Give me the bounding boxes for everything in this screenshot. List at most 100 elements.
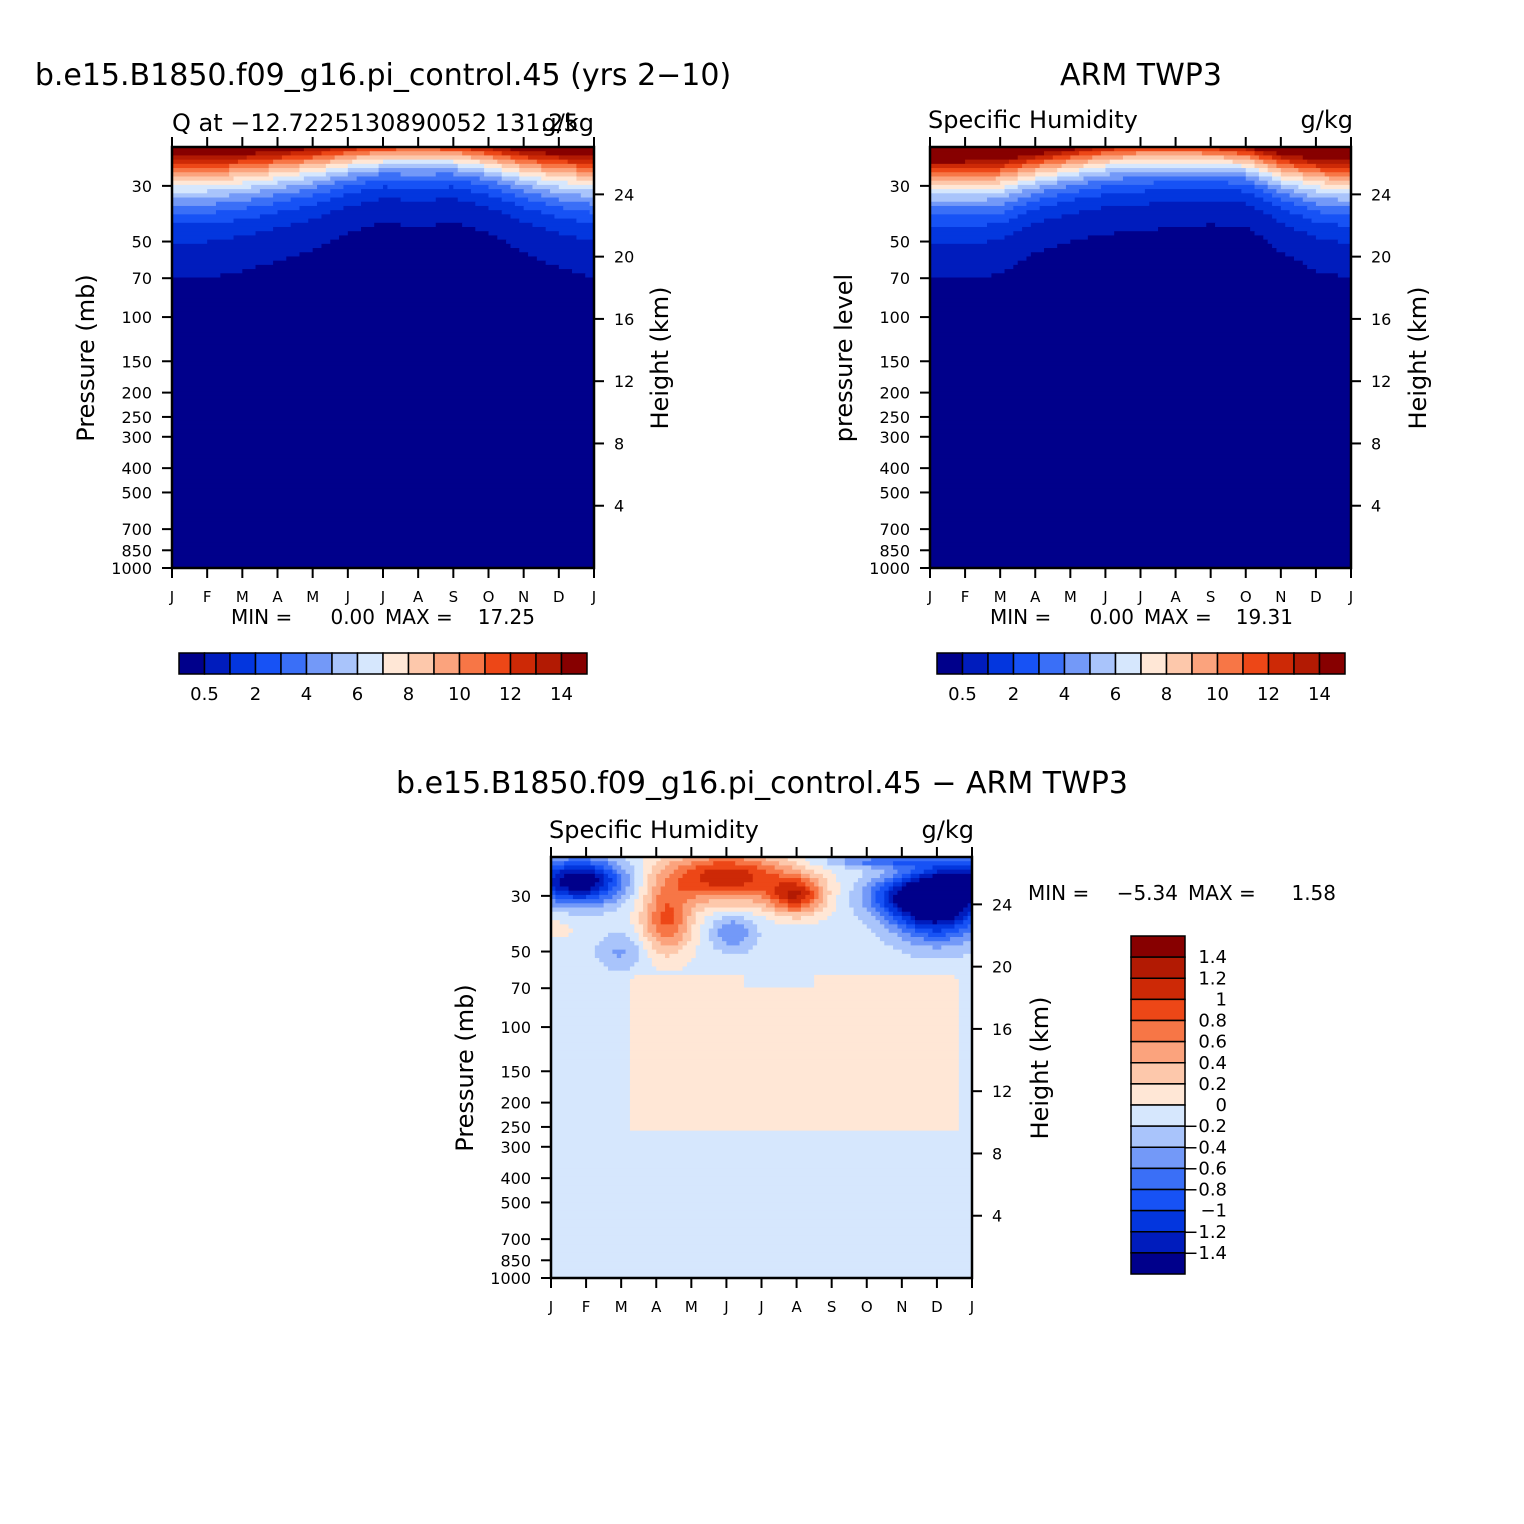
colorbar-label: 1.4	[1198, 947, 1227, 968]
contour-cell	[629, 995, 960, 1001]
contour-cell	[743, 857, 767, 862]
contour-cell	[893, 873, 903, 879]
contour-cell	[660, 911, 675, 917]
contour-cell	[1293, 226, 1351, 232]
contour-cell	[172, 197, 252, 203]
colorbar-swatch	[535, 652, 563, 675]
contour-cell	[796, 894, 806, 900]
contour-cell	[901, 878, 912, 883]
contour-cell	[930, 269, 1006, 274]
contour-cell	[656, 861, 671, 867]
contour-cell	[691, 936, 701, 942]
contour-cell	[629, 1021, 960, 1026]
contour-cell	[958, 1008, 972, 1014]
contour-cell	[958, 1021, 972, 1026]
contour-cell	[551, 1248, 972, 1254]
contour-cell	[656, 882, 666, 888]
contour-cell	[691, 928, 701, 934]
contour-cell	[378, 172, 402, 178]
contour-cell	[1245, 176, 1260, 182]
contour-cell	[809, 861, 828, 867]
contour-cell	[930, 429, 1351, 434]
contour-cell	[700, 932, 710, 938]
contour-cell	[643, 928, 649, 934]
contour-cell	[866, 907, 877, 913]
contour-cell	[172, 462, 594, 468]
contour-cell	[541, 176, 578, 182]
contour-cell	[1337, 239, 1351, 245]
contour-cell	[172, 256, 287, 262]
contour-cell	[1017, 176, 1036, 182]
contour-cell	[172, 281, 594, 287]
contour-cell	[930, 155, 1019, 161]
contour-cell	[930, 277, 1351, 283]
contour-cell	[551, 1273, 972, 1278]
contour-cell	[545, 151, 594, 157]
contour-cell	[875, 899, 885, 904]
contour-cell	[930, 408, 1351, 413]
colorbar-label: 0	[1216, 1095, 1227, 1116]
y-tick-label: 300	[879, 428, 910, 447]
contour-cell	[551, 1168, 972, 1174]
contour-cell	[930, 437, 1351, 443]
contour-cell	[954, 974, 972, 980]
contour-cell	[930, 563, 1351, 568]
contour-cell	[629, 1084, 960, 1090]
contour-cell	[551, 1202, 972, 1208]
contour-cell	[963, 953, 972, 959]
contour-cell	[1276, 248, 1351, 253]
contour-cell	[884, 894, 890, 900]
contour-cell	[172, 555, 594, 561]
contour-cell	[551, 1269, 972, 1275]
contour-cell	[930, 441, 1351, 447]
contour-cell	[928, 932, 947, 938]
contour-cell	[647, 890, 653, 896]
colorbar-label: 6	[352, 684, 363, 705]
panel-model-axes: J F M A M J J A S O N D J305070100150200250300400500…	[111, 137, 634, 606]
contour-cell	[930, 168, 1001, 173]
contour-cell	[383, 159, 454, 165]
contour-cell	[629, 878, 635, 883]
contour-cell	[708, 932, 719, 938]
contour-cell	[647, 886, 653, 892]
contour-cell	[616, 869, 627, 875]
contour-cell	[743, 915, 767, 921]
contour-cell	[656, 936, 684, 942]
contour-cell	[501, 168, 520, 173]
contour-cell	[1022, 189, 1045, 194]
contour-cell	[555, 873, 565, 879]
contour-cell	[590, 861, 609, 867]
contour-cell	[691, 958, 972, 963]
contour-cell	[1057, 176, 1085, 182]
contour-cell	[1285, 252, 1351, 258]
contour-cell	[1307, 193, 1351, 199]
contour-cell	[551, 1261, 972, 1266]
x-tick-label: S	[827, 1298, 837, 1316]
contour-cell	[743, 983, 815, 989]
contour-cell	[849, 899, 863, 904]
contour-cell	[700, 878, 754, 883]
y-tick-label: 300	[121, 428, 152, 447]
contour-cell	[259, 214, 323, 220]
contour-cell	[818, 878, 828, 883]
contour-cell	[1315, 235, 1351, 241]
colorbar-swatch	[229, 652, 257, 675]
contour-cell	[484, 172, 503, 178]
contour-cell	[233, 235, 340, 241]
contour-cell	[822, 865, 846, 871]
contour-cell	[629, 966, 657, 972]
contour-cell	[700, 928, 710, 934]
y-tick-label: 70	[511, 979, 531, 998]
y-tick-label: 1000	[111, 559, 152, 578]
panel-obs-subtitle: Specific Humidity	[928, 106, 1138, 134]
colorbar-swatch	[1165, 652, 1193, 675]
contour-cell	[1022, 226, 1159, 232]
contour-cell	[800, 869, 815, 875]
contour-cell	[207, 239, 331, 245]
contour-cell	[551, 1029, 631, 1035]
contour-cell	[286, 184, 318, 190]
contour-cell	[638, 932, 644, 938]
contour-cell	[930, 374, 1351, 380]
contour-cell	[510, 214, 556, 220]
contour-cell	[656, 873, 671, 879]
